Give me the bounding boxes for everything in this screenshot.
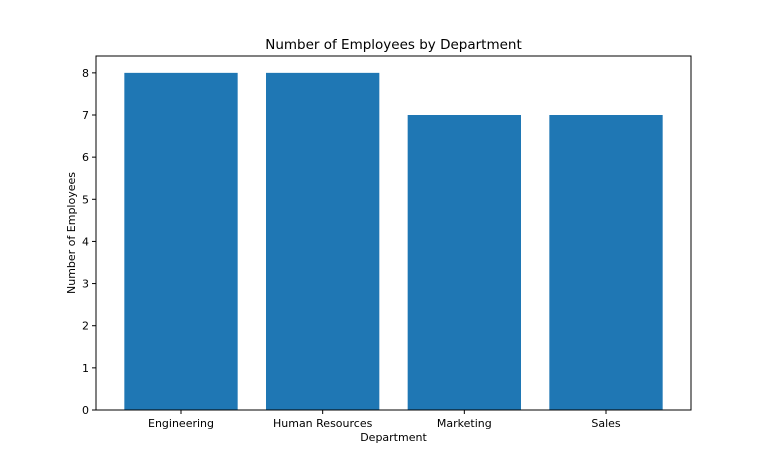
x-tick-label: Engineering (148, 417, 214, 430)
bar-marketing (407, 115, 521, 410)
y-axis: 0 1 2 3 4 5 6 7 8 (82, 67, 96, 417)
y-axis-label: Number of Employees (65, 172, 78, 294)
y-tick-label: 4 (82, 235, 89, 248)
bar-sales (549, 115, 663, 410)
x-tick-label: Marketing (437, 417, 492, 430)
x-axis-label: Department (360, 431, 427, 444)
plot-frame (95, 55, 692, 411)
y-tick-label: 3 (82, 278, 89, 291)
chart-title: Number of Employees by Department (265, 37, 522, 53)
bar-human-resources (266, 72, 380, 410)
x-tick-label: Sales (591, 417, 621, 430)
x-tick-label: Human Resources (273, 417, 373, 430)
y-tick-label: 6 (82, 151, 89, 164)
y-tick-label: 1 (82, 362, 89, 375)
y-tick-label: 5 (82, 193, 89, 206)
y-tick-label: 0 (82, 404, 89, 417)
bar-engineering (124, 72, 238, 410)
x-axis: Engineering Human Resources Marketing Sales (148, 410, 621, 430)
bars-group (124, 72, 663, 410)
y-tick-label: 7 (82, 109, 89, 122)
y-tick-label: 8 (82, 67, 89, 80)
y-tick-label: 2 (82, 320, 89, 333)
